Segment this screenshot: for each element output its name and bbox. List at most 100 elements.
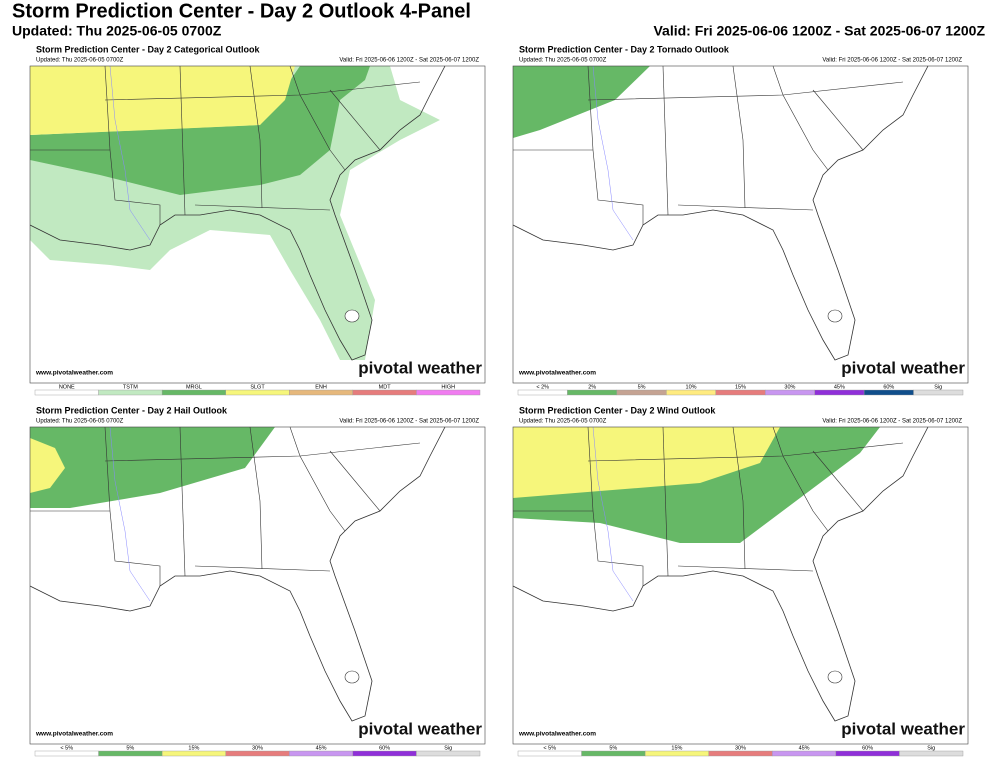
- website: www.pivotalweather.com: [35, 731, 113, 738]
- legend-label: TSTM: [123, 384, 138, 390]
- map: [30, 66, 485, 383]
- state-border: [329, 450, 381, 512]
- map-frame: [29, 65, 486, 384]
- legend-label: Sig: [927, 745, 935, 751]
- panel: Storm Prediction Center - Day 2 Hail Out…: [29, 405, 486, 757]
- risk-area: [513, 427, 780, 498]
- legend-swatch: [98, 389, 163, 396]
- legend-swatch: [416, 389, 481, 396]
- legend-label: 30%: [252, 745, 263, 751]
- state-border: [194, 565, 331, 572]
- legend-label: MRGL: [186, 384, 202, 390]
- state-border: [329, 89, 381, 151]
- legend-swatch: [765, 389, 815, 396]
- legend-swatch: [644, 750, 709, 757]
- legend-label: 60%: [862, 745, 873, 751]
- legend-swatch: [416, 750, 481, 757]
- legend-label: 60%: [379, 745, 390, 751]
- legend-swatch: [772, 750, 837, 757]
- state-border: [772, 427, 829, 532]
- watermark: pivotal weather: [358, 358, 482, 377]
- state-border: [812, 450, 864, 512]
- state-border: [249, 66, 263, 209]
- river: [592, 427, 634, 602]
- state-border: [104, 81, 421, 101]
- page-updated: Updated: Thu 2025-06-05 0700Z: [12, 23, 222, 39]
- lake: [344, 309, 360, 323]
- legend-label: 30%: [784, 384, 795, 390]
- legend-swatch: [34, 750, 99, 757]
- panel-updated: Updated: Thu 2025-06-05 0700Z: [36, 58, 124, 64]
- legend-swatch: [225, 389, 290, 396]
- panel-valid: Valid: Fri 2025-06-06 1200Z - Sat 2025-0…: [822, 58, 962, 64]
- state-border: [732, 66, 746, 209]
- state-border: [289, 427, 346, 532]
- legend-swatch: [98, 750, 163, 757]
- legend-label: NONE: [59, 384, 75, 390]
- legend-swatch: [289, 750, 354, 757]
- geography: [513, 66, 929, 361]
- panel-updated: Updated: Thu 2025-06-05 0700Z: [36, 419, 124, 425]
- page-title: Storm Prediction Center - Day 2 Outlook …: [12, 0, 471, 22]
- watermark: pivotal weather: [358, 719, 482, 738]
- state-border: [587, 427, 644, 586]
- state-border: [249, 427, 263, 570]
- legend-swatch: [899, 750, 964, 757]
- panel: Storm Prediction Center - Day 2 Tornado …: [512, 44, 969, 396]
- lake: [344, 670, 360, 684]
- legend-label: < 5%: [60, 745, 73, 751]
- panel: Storm Prediction Center - Day 2 Categori…: [29, 44, 486, 396]
- legend-label: 15%: [735, 384, 746, 390]
- map: [513, 427, 968, 744]
- coastline: [513, 66, 929, 361]
- legend-swatch: [913, 389, 964, 396]
- risk-area: [30, 427, 275, 508]
- legend-swatch: [666, 389, 716, 396]
- legend-label: 30%: [735, 745, 746, 751]
- legend-label: 15%: [671, 745, 682, 751]
- legend-label: SLGT: [250, 384, 265, 390]
- panel: Storm Prediction Center - Day 2 Wind Out…: [512, 405, 969, 757]
- river: [109, 427, 151, 602]
- state-border: [677, 565, 814, 572]
- legend-swatch: [34, 389, 99, 396]
- state-border: [587, 442, 904, 462]
- state-border: [587, 81, 904, 101]
- state-border: [772, 66, 829, 171]
- legend-label: 5%: [609, 745, 617, 751]
- state-border: [587, 66, 644, 225]
- panel-title: Storm Prediction Center - Day 2 Wind Out…: [519, 405, 716, 415]
- state-border: [812, 89, 864, 151]
- legend-label: Sig: [444, 745, 452, 751]
- legend-label: ENH: [315, 384, 327, 390]
- legend-swatch: [863, 389, 914, 396]
- legend-label: 10%: [686, 384, 697, 390]
- watermark: pivotal weather: [841, 358, 965, 377]
- coastline: [30, 66, 446, 361]
- legend-swatch: [715, 389, 766, 396]
- lake: [827, 309, 843, 323]
- geography: [513, 427, 929, 722]
- risk-area: [30, 66, 295, 135]
- legend-label: < 2%: [536, 384, 549, 390]
- state-border: [662, 427, 669, 577]
- legend-label: 60%: [883, 384, 894, 390]
- panel-valid: Valid: Fri 2025-06-06 1200Z - Sat 2025-0…: [339, 58, 479, 64]
- map-bg: [513, 66, 968, 383]
- geography: [30, 427, 446, 722]
- legend-swatch: [517, 389, 568, 396]
- map: [513, 66, 968, 383]
- panel-valid: Valid: Fri 2025-06-06 1200Z - Sat 2025-0…: [339, 419, 479, 425]
- website: www.pivotalweather.com: [518, 731, 596, 738]
- legend-label: Sig: [934, 384, 942, 390]
- coastline: [513, 427, 929, 722]
- state-border: [104, 66, 161, 225]
- geography: [30, 66, 446, 361]
- state-border: [104, 427, 161, 586]
- panel-title: Storm Prediction Center - Day 2 Hail Out…: [36, 405, 228, 415]
- panel-title: Storm Prediction Center - Day 2 Tornado …: [519, 44, 730, 54]
- panel-valid: Valid: Fri 2025-06-06 1200Z - Sat 2025-0…: [822, 419, 962, 425]
- river: [109, 66, 151, 241]
- state-border: [732, 427, 746, 570]
